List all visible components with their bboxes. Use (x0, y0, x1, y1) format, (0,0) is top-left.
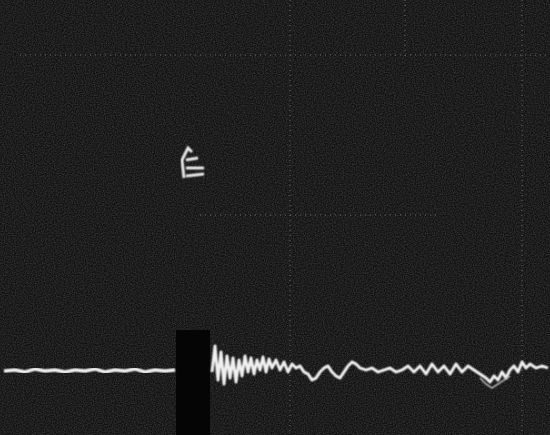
trace-response (210, 344, 549, 386)
graticule (20, 0, 550, 435)
trace-ghost (479, 375, 511, 389)
trace-baseline (3, 367, 176, 374)
dark-band (176, 330, 210, 435)
trigger-marker (180, 145, 205, 179)
